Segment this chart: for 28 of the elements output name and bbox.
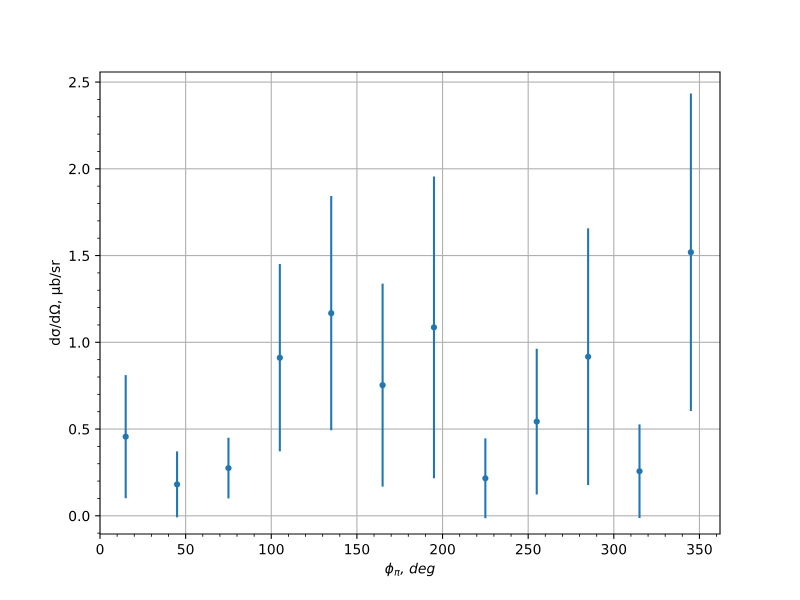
y-tick-label: 0.0 (69, 510, 90, 522)
y-tick-label: 0.5 (69, 424, 90, 435)
point (534, 418, 540, 425)
y-tick-label: 1.5 (70, 250, 90, 262)
x-tick-label: 350 (687, 544, 712, 554)
point (174, 481, 180, 488)
y-axis-title: dσ/dΩ, μb/sr (49, 260, 63, 346)
y-tick-label: 1.0 (70, 337, 90, 348)
x-tick-label: 300 (602, 544, 626, 554)
x-axis-title: ϕ$_{π}$, deg (385, 562, 435, 576)
point (379, 382, 386, 388)
point (636, 468, 643, 474)
point (482, 475, 488, 482)
y-tick-label: 2.5 (69, 77, 90, 88)
point (430, 324, 438, 330)
point (584, 354, 592, 360)
point (276, 354, 283, 361)
point (122, 434, 129, 440)
x-tick-label: 50 (178, 544, 194, 554)
x-tick-label: 250 (516, 544, 541, 554)
y-tick-label: 2.0 (69, 164, 90, 174)
x-tick-label: 0 (96, 544, 104, 554)
x-tick-label: 200 (430, 544, 455, 554)
point (328, 310, 334, 316)
x-tick-label: 150 (345, 544, 370, 554)
point (225, 464, 232, 472)
x-tick-label: 100 (260, 544, 284, 554)
point (688, 249, 694, 256)
